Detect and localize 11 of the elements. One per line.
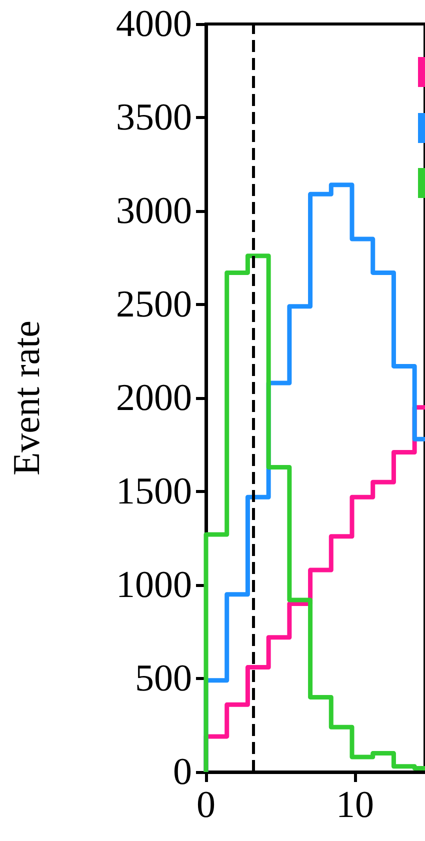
y-axis-title: Event rate [6, 320, 48, 476]
y-tick-label: 3000 [116, 190, 192, 232]
y-tick-label: 4000 [116, 3, 192, 45]
y-tick-label: 1500 [116, 470, 192, 512]
x-tick-label: 10 [336, 784, 374, 826]
y-tick-label: 2000 [116, 377, 192, 419]
y-tick-label: 2500 [116, 284, 192, 326]
y-tick-label: 0 [173, 751, 192, 793]
y-tick-label: 3500 [116, 96, 192, 138]
y-tick-label: 1000 [116, 564, 192, 606]
y-tick-label: 500 [135, 658, 192, 700]
